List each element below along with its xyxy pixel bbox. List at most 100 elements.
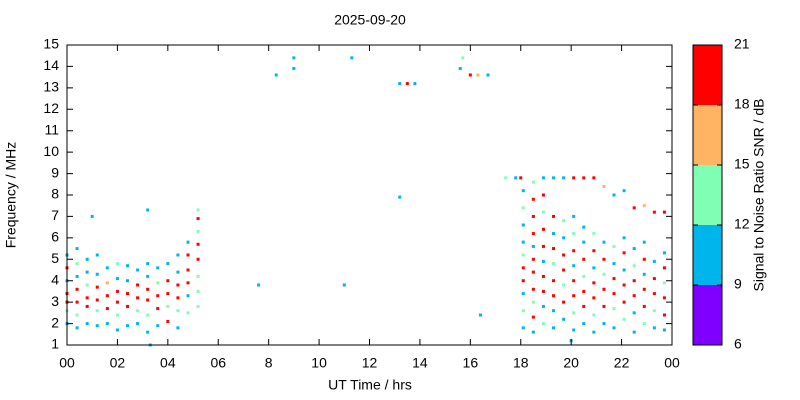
chart-title: 2025-09-20: [334, 12, 406, 28]
data-point: [662, 251, 666, 255]
data-point: [196, 274, 200, 278]
data-point: [612, 277, 616, 281]
data-point: [592, 281, 596, 285]
data-point: [521, 189, 525, 193]
data-point: [632, 264, 636, 268]
data-point: [531, 287, 535, 291]
colorbar-frame: [692, 44, 723, 346]
data-point: [85, 270, 89, 274]
data-point: [115, 262, 119, 266]
x-tick-label: 06: [210, 355, 226, 371]
data-point: [115, 313, 119, 317]
colorbar-tick-label: 9: [734, 276, 742, 292]
data-point: [176, 270, 180, 274]
data-point: [552, 326, 556, 330]
data-point: [186, 253, 190, 257]
data-point: [521, 240, 525, 244]
data-point: [572, 328, 576, 332]
data-point: [552, 214, 556, 218]
colorbar-segment: [693, 165, 722, 225]
x-tick-label: 14: [412, 355, 428, 371]
data-point: [468, 73, 472, 77]
data-point: [562, 317, 566, 321]
data-point: [519, 176, 523, 180]
data-point: [292, 67, 296, 71]
data-point: [552, 176, 556, 180]
data-point: [622, 268, 626, 272]
data-point: [521, 279, 525, 283]
data-point: [652, 259, 656, 263]
data-point: [504, 176, 508, 180]
data-point: [521, 326, 525, 330]
data-point: [115, 277, 119, 281]
data-point: [582, 257, 586, 261]
data-point: [662, 328, 666, 332]
y-tick-label: 14: [43, 57, 59, 73]
data-point: [136, 283, 140, 287]
data-point: [572, 264, 576, 268]
data-point: [541, 244, 545, 248]
data-point: [196, 217, 200, 221]
data-point: [176, 296, 180, 300]
data-point: [541, 210, 545, 214]
data-point: [105, 307, 109, 311]
data-point: [642, 322, 646, 326]
data-point: [75, 313, 79, 317]
data-point: [592, 249, 596, 253]
data-point: [662, 281, 666, 285]
data-point: [541, 322, 545, 326]
colorbar-tick-label: 21: [734, 36, 750, 52]
data-point: [531, 180, 535, 184]
y-tick-label: 5: [51, 250, 59, 266]
data-point: [75, 300, 79, 304]
data-point: [612, 262, 616, 266]
data-point: [541, 193, 545, 197]
data-point: [274, 73, 278, 77]
data-point: [196, 242, 200, 246]
x-axis-label: UT Time / hrs: [328, 377, 412, 393]
data-point: [562, 219, 566, 223]
data-point: [612, 244, 616, 248]
data-point: [572, 294, 576, 298]
data-point: [521, 206, 525, 210]
data-point: [176, 309, 180, 313]
data-point: [622, 236, 626, 240]
data-point: [486, 73, 490, 77]
data-point: [105, 281, 109, 285]
data-point: [592, 296, 596, 300]
data-point: [176, 326, 180, 330]
data-point: [85, 322, 89, 326]
x-tick-label: 8: [265, 355, 273, 371]
data-point: [461, 56, 465, 60]
data-point: [350, 56, 354, 60]
data-point: [186, 281, 190, 285]
data-point: [552, 232, 556, 236]
data-point: [622, 251, 626, 255]
data-point: [521, 309, 525, 313]
data-point: [622, 283, 626, 287]
data-point: [146, 262, 150, 266]
data-point: [136, 296, 140, 300]
data-point: [196, 208, 200, 212]
colorbar-segment: [693, 285, 722, 345]
x-tick-label: 10: [311, 355, 327, 371]
data-point: [562, 253, 566, 257]
data-point: [146, 313, 150, 317]
y-tick-label: 12: [43, 100, 59, 116]
data-point: [166, 304, 170, 308]
data-point: [592, 266, 596, 270]
data-point: [90, 214, 94, 218]
data-point: [642, 272, 646, 276]
data-point: [602, 272, 606, 276]
data-point: [95, 285, 99, 289]
data-point: [541, 176, 545, 180]
data-point: [541, 289, 545, 293]
data-point: [531, 315, 535, 319]
data-point: [156, 266, 160, 270]
data-point: [652, 309, 656, 313]
data-point: [562, 268, 566, 272]
data-point: [514, 176, 518, 180]
data-point: [572, 279, 576, 283]
data-point: [136, 268, 140, 272]
